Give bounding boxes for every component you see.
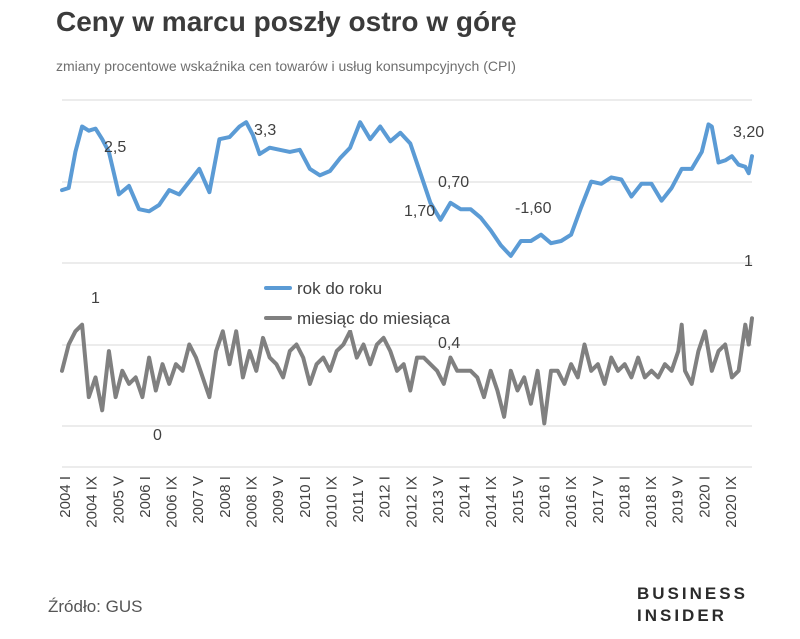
business-insider-logo: BUSINESS INSIDER xyxy=(637,583,759,627)
data-label: 2,5 xyxy=(104,139,126,156)
data-label: 3,20 xyxy=(733,124,764,141)
data-label: 1 xyxy=(744,253,753,270)
source-note: Źródło: GUS xyxy=(48,597,143,616)
legend: rok do roku miesiąc do miesiąca xyxy=(263,274,475,330)
x-tick-label: 2018 IX xyxy=(643,476,660,528)
x-tick-label: 2011 V xyxy=(350,476,367,522)
data-label: 0,70 xyxy=(438,174,469,191)
x-tick-label: 2018 I xyxy=(616,476,633,518)
x-tick-label: 2004 I xyxy=(57,476,74,518)
x-tick-label: 2014 IX xyxy=(483,476,500,528)
logo-line-2: INSIDER xyxy=(637,606,727,625)
data-label: 3,3 xyxy=(254,122,276,139)
x-tick-label: 2016 IX xyxy=(563,476,580,528)
grid-lines xyxy=(62,99,752,468)
series-line-0 xyxy=(60,120,754,258)
x-axis: 2004 I 2004 IX 2005 V 2006 I 2006 IX 2007 V 20… xyxy=(57,476,740,528)
data-label: 1,70 xyxy=(404,203,435,220)
x-tick-label: 2020 IX xyxy=(723,476,740,528)
logo-line-1: BUSINESS xyxy=(637,584,748,603)
x-tick-label: 2017 V xyxy=(590,476,607,524)
x-tick-label: 2013 V xyxy=(430,476,447,524)
series-line-1 xyxy=(60,316,754,426)
legend-label: rok do roku xyxy=(297,279,382,298)
x-tick-label: 2019 V xyxy=(670,476,687,524)
x-tick-label: 2004 IX xyxy=(84,476,101,528)
x-tick-label: 2010 IX xyxy=(323,476,340,528)
x-tick-label: 2012 I xyxy=(377,476,394,518)
data-label: 0,4 xyxy=(438,335,460,352)
cpi-line-chart: 2,5 3,3 1,700,70 -1,60 3,20 1 0 0,4 1 rok do rok… xyxy=(57,99,764,528)
x-tick-label: 2016 I xyxy=(537,476,554,518)
chart-title: Ceny w marcu poszły ostro w górę xyxy=(56,6,517,37)
legend-bg xyxy=(263,274,475,300)
data-label: -1,60 xyxy=(515,200,552,217)
x-tick-label: 2009 V xyxy=(270,476,287,524)
data-label: 0 xyxy=(153,427,162,444)
series-lines xyxy=(60,120,754,426)
x-tick-label: 2008 I xyxy=(217,476,234,518)
x-tick-label: 2008 IX xyxy=(243,476,260,528)
x-tick-label: 2014 I xyxy=(457,476,474,518)
x-tick-label: 2006 I xyxy=(137,476,154,518)
x-tick-label: 2006 IX xyxy=(164,476,181,528)
x-tick-label: 2010 I xyxy=(297,476,314,518)
x-tick-label: 2005 V xyxy=(110,476,127,524)
chart-subtitle: zmiany procentowe wskaźnika cen towarów … xyxy=(56,58,516,74)
x-tick-label: 2007 V xyxy=(190,476,207,524)
x-tick-label: 2012 IX xyxy=(403,476,420,528)
x-tick-label: 2015 V xyxy=(510,476,527,524)
data-labels: 2,5 3,3 1,700,70 -1,60 3,20 1 0 0,4 1 xyxy=(91,122,764,444)
legend-bg xyxy=(263,304,475,330)
data-label: 1 xyxy=(91,290,100,307)
x-tick-label: 2020 I xyxy=(696,476,713,518)
legend-label: miesiąc do miesiąca xyxy=(297,309,451,328)
